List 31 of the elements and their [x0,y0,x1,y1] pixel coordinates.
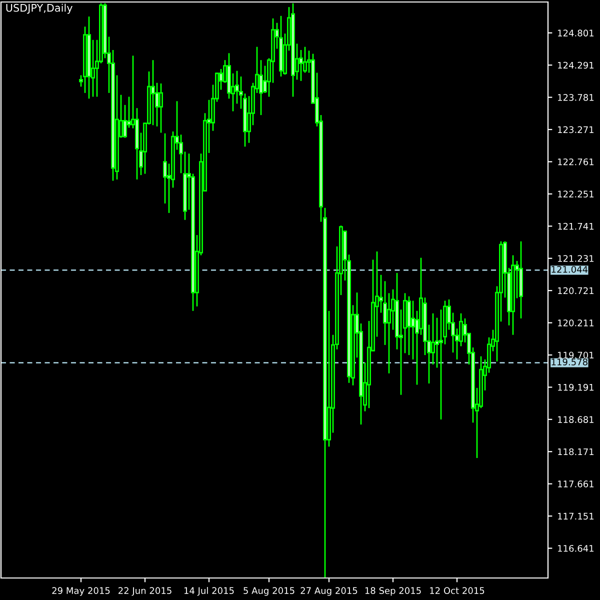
ref-line-label: 121.044 [552,266,588,273]
y-tick-label: 121.741 [558,222,594,230]
y-tick-label: 124.291 [558,62,594,69]
y-tick-label: 118.681 [558,416,594,423]
y-tick-label: 122.761 [558,158,594,166]
y-tick-label: 123.781 [558,94,594,101]
candlestick [431,312,435,366]
y-tick-label: 116.641 [558,544,594,552]
y-tick-label: 120.721 [558,287,594,294]
candlestick [151,59,155,126]
y-tick-label: 117.151 [558,512,594,520]
y-tick-label: 123.271 [558,126,594,134]
chart-title: USDJPY,Daily [6,4,72,14]
y-tick-label: 119.191 [558,384,594,391]
y-tick-label: 121.231 [558,255,594,262]
x-tick-label: 18 Sep 2015 [365,587,421,596]
candlestick [387,292,391,374]
x-tick-label: 27 Aug 2015 [300,587,358,596]
y-tick-label: 118.171 [558,448,594,456]
y-tick-label: 122.251 [558,190,594,198]
ref-line-label: 119.578 [552,358,588,366]
y-tick-label: 117.661 [558,480,594,488]
x-tick-label: 14 Jul 2015 [184,587,234,596]
x-tick-label: 29 May 2015 [52,587,110,596]
x-tick-label: 12 Oct 2015 [430,587,484,594]
y-tick-label: 120.211 [558,320,594,326]
y-tick-label: 124.801 [558,30,594,36]
candlestick [159,82,163,134]
x-tick-label: 5 Aug 2015 [244,587,294,596]
x-tick-label: 22 Jun 2015 [118,587,172,596]
y-tick-label: 119.701 [558,352,594,359]
